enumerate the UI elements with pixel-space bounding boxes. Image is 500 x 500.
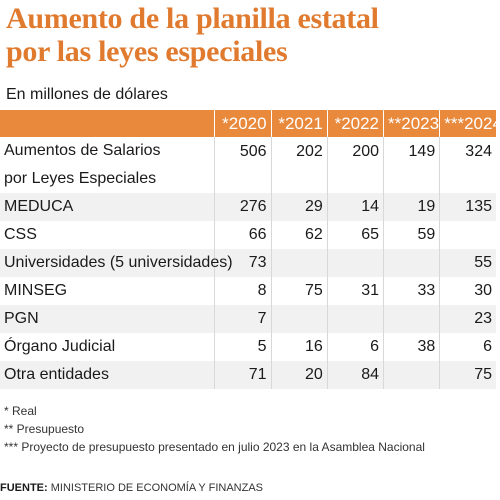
- table-row-universidades: Universidades (5 universidades) 73 55: [0, 249, 496, 277]
- cell-value: 202: [270, 137, 328, 193]
- cell-value: 5: [214, 333, 272, 361]
- cell-value: [326, 305, 384, 333]
- row-label: CSS: [4, 226, 37, 243]
- footnote-proyecto: *** Proyecto de presupuesto presentado e…: [4, 440, 425, 454]
- table-row-organo-judicial: Órgano Judicial 5 16 6 38 6: [0, 333, 496, 361]
- cell-value: 324: [439, 137, 496, 193]
- cell-value: 59: [383, 221, 440, 249]
- cell-value: 276: [214, 193, 272, 221]
- title-line-1: Aumento de la planilla estatal: [6, 2, 379, 35]
- cell-value: 33: [383, 277, 440, 305]
- cell-value: 19: [383, 193, 440, 221]
- cell-value: 65: [326, 221, 384, 249]
- table-row-meduca: MEDUCA 276 29 14 19 135: [0, 193, 496, 221]
- row-label: Aumentos de Salarios por Leyes Especiale…: [0, 137, 215, 193]
- cell-value: 73: [214, 249, 272, 277]
- header-corner: [0, 110, 215, 137]
- table-row-pgn: PGN 7 23: [0, 305, 496, 333]
- cell-value: 55: [439, 249, 496, 277]
- cell-value: [270, 249, 328, 277]
- cell-value: 75: [439, 361, 496, 389]
- cell-value: 149: [383, 137, 440, 193]
- header-col-2024: ***2024: [439, 110, 500, 137]
- row-label: Otra entidades: [0, 361, 215, 389]
- table-row-minseg: MINSEG 8 75 31 33 30: [0, 277, 496, 305]
- cell-value: 6: [326, 333, 384, 361]
- chart-title: Aumento de la planilla estatal por las l…: [6, 2, 496, 68]
- cell-value: [383, 249, 440, 277]
- header-col-2022: *2022: [326, 110, 384, 137]
- cell-value: 6: [439, 333, 496, 361]
- data-table: *2020 *2021 *2022 **2023 ***2024 Aumento…: [0, 110, 500, 389]
- cell-value: [270, 305, 328, 333]
- footnote-presupuesto: ** Presupuesto: [4, 422, 85, 436]
- source-text: MINISTERIO DE ECONOMÍA Y FINANZAS: [47, 482, 264, 494]
- cell-value: 506: [214, 137, 272, 193]
- footnote-real: * Real: [4, 404, 37, 418]
- cell-value: 23: [439, 305, 496, 333]
- header-col-2021: *2021: [270, 110, 328, 137]
- footnotes: * Real ** Presupuesto *** Proyecto de pr…: [4, 402, 425, 456]
- cell-value: 66: [214, 221, 272, 249]
- table-row-total: Aumentos de Salarios por Leyes Especiale…: [0, 137, 496, 193]
- row-label: Universidades (5 universidades): [0, 249, 233, 277]
- cell-value: [383, 305, 440, 333]
- cell-value: 7: [214, 305, 272, 333]
- cell-value: 75: [270, 277, 328, 305]
- cell-value: 84: [326, 361, 384, 389]
- cell-value: [326, 249, 384, 277]
- cell-value: 30: [439, 277, 496, 305]
- cell-value: [439, 221, 496, 249]
- cell-value: 71: [214, 361, 272, 389]
- row-label: MINSEG: [4, 282, 68, 299]
- cell-value: 38: [383, 333, 440, 361]
- row-label: PGN: [0, 305, 215, 333]
- cell-value: 8: [214, 277, 272, 305]
- header-row: *2020 *2021 *2022 **2023 ***2024: [0, 110, 500, 137]
- title-line-2: por las leyes especiales: [6, 35, 288, 68]
- row-label: MEDUCA: [0, 193, 215, 221]
- cell-value: [383, 361, 440, 389]
- row-label-line-1: Aumentos de Salarios: [4, 142, 161, 159]
- cell-value: 14: [326, 193, 384, 221]
- cell-value: 31: [326, 277, 384, 305]
- cell-value: 62: [270, 221, 328, 249]
- unit-label: En millones de dólares: [6, 86, 168, 103]
- source-credit: FUENTE: MINISTERIO DE ECONOMÍA Y FINANZA…: [0, 482, 263, 494]
- cell-value: 16: [270, 333, 328, 361]
- cell-value: 135: [439, 193, 496, 221]
- row-label: Órgano Judicial: [4, 338, 116, 355]
- header-col-2020: *2020: [214, 110, 272, 137]
- table-row-css: CSS 66 62 65 59: [0, 221, 496, 249]
- cell-value: 29: [270, 193, 328, 221]
- source-label: FUENTE:: [0, 482, 48, 494]
- header-col-2023: **2023: [383, 110, 440, 137]
- row-label-line-2: por Leyes Especiales: [4, 170, 157, 187]
- table-row-otra-entidades: Otra entidades 71 20 84 75: [0, 361, 496, 389]
- cell-value: 200: [326, 137, 384, 193]
- cell-value: 20: [270, 361, 328, 389]
